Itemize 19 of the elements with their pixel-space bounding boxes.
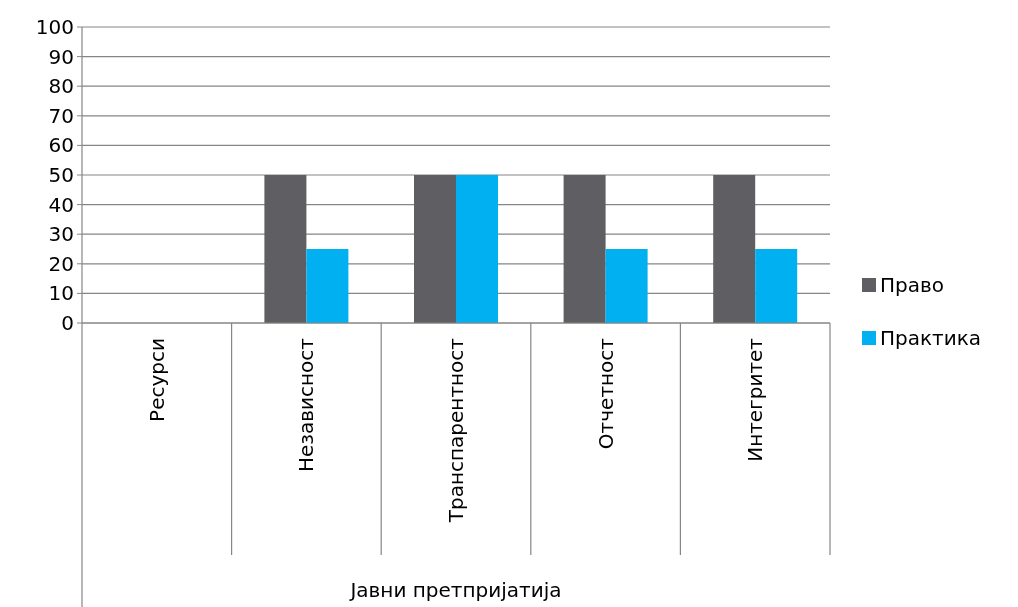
y-tick-label: 20: [48, 251, 74, 276]
y-tick-label: 40: [48, 192, 74, 217]
y-tick-label: 80: [48, 74, 74, 99]
x-tick-label: Отчетност: [593, 337, 618, 450]
x-tick-label: Независност: [294, 337, 319, 472]
legend-label: Право: [880, 273, 945, 297]
x-tick-label: Транспарентност: [444, 337, 468, 524]
y-tick-label: 30: [48, 222, 74, 247]
y-tick-label: 100: [35, 15, 74, 39]
y-tick-label: 70: [48, 103, 74, 128]
y-tick-label: 10: [48, 281, 74, 306]
y-tick-label: 0: [61, 311, 74, 335]
y-tick-label: 60: [48, 133, 74, 158]
x-tick-label: Интегритет: [743, 337, 768, 462]
y-tick-label: 50: [48, 163, 74, 187]
y-tick-label: 90: [48, 44, 74, 69]
x-tick-label: Ресурси: [144, 338, 169, 422]
legend-label: Практика: [880, 326, 982, 350]
x-axis-title: Јавни претпријатија: [348, 578, 562, 602]
